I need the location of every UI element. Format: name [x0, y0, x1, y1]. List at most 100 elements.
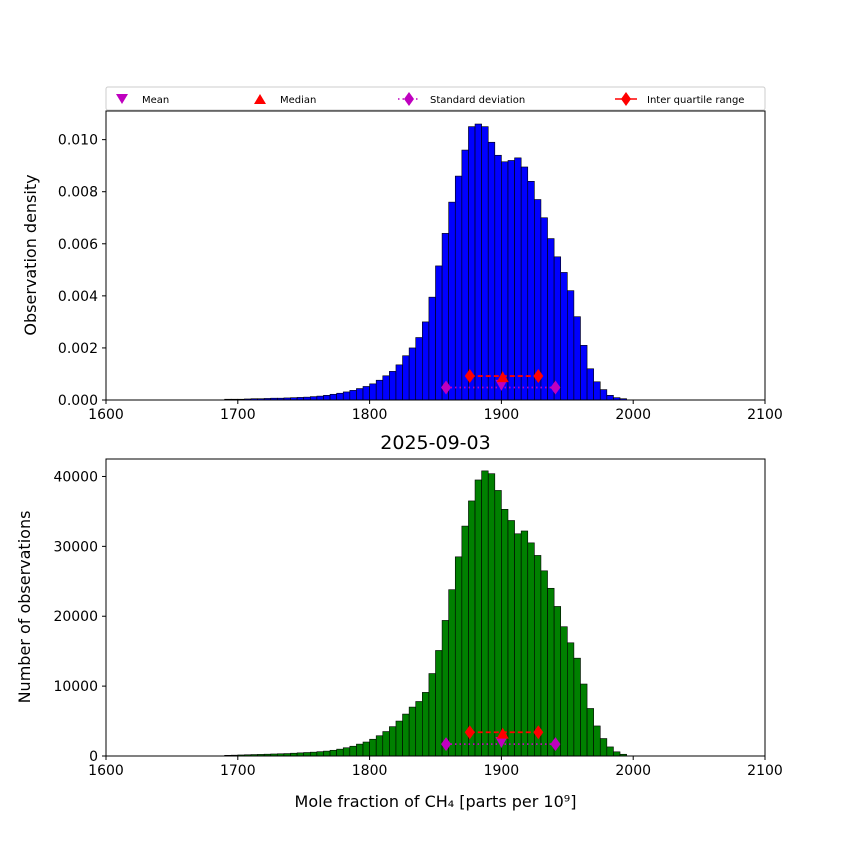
density-y-tick-label: 0.004 — [58, 289, 98, 305]
count-bar — [448, 589, 456, 757]
count-x-ticks: 1600 1700 1800 1900 2000 2100 — [88, 756, 783, 779]
density-bar — [514, 157, 522, 401]
density-bar — [468, 126, 476, 401]
density-x-tick-label: 1600 — [88, 407, 124, 423]
density-bar — [408, 347, 417, 401]
density-bar — [606, 395, 614, 401]
density-bar — [342, 391, 351, 401]
density-bar — [534, 199, 542, 401]
count-y-tick-label: 40000 — [53, 469, 98, 485]
density-std-low-marker — [441, 380, 452, 395]
count-x-tick-label: 1600 — [88, 763, 124, 779]
count-y-tick-label: 0 — [89, 749, 98, 765]
density-bar — [527, 180, 535, 401]
density-bar — [356, 388, 364, 401]
count-bar — [389, 726, 397, 757]
legend-label-iqr: Inter quartile range — [647, 95, 744, 106]
density-median-marker — [496, 371, 509, 383]
median-marker-icon — [254, 94, 266, 104]
density-bar — [415, 337, 423, 401]
density-bar — [454, 175, 463, 401]
count-bar — [309, 751, 318, 757]
density-bar — [369, 383, 377, 401]
count-iqr-high-marker — [533, 725, 544, 740]
count-x-tick-label: 2100 — [747, 763, 783, 779]
density-bar — [389, 371, 397, 401]
density-x-tick-label: 1900 — [484, 407, 520, 423]
density-bar — [593, 381, 601, 401]
mean-marker-icon — [116, 94, 128, 104]
density-y-tick-label: 0.000 — [58, 393, 98, 409]
count-bar — [408, 706, 417, 757]
count-bar — [487, 473, 496, 757]
density-bar — [435, 265, 443, 401]
count-bar — [428, 673, 436, 757]
count-bar — [547, 587, 555, 757]
count-bar — [566, 642, 575, 757]
count-bar — [356, 743, 364, 757]
count-bar — [580, 683, 588, 757]
count-chart-title: 2025-09-03 — [380, 432, 490, 454]
density-bar — [395, 364, 403, 401]
count-bar — [540, 570, 548, 757]
count-iqr-low-marker — [464, 725, 475, 740]
count-bar — [573, 657, 581, 757]
density-bar — [323, 395, 331, 401]
density-bar — [329, 393, 337, 401]
count-bar — [316, 751, 324, 757]
density-x-tick-label: 2000 — [615, 407, 651, 423]
density-x-ticks: 1600 1700 1800 1900 2000 2100 — [88, 400, 783, 423]
density-bar — [586, 368, 594, 401]
count-bar — [336, 748, 344, 757]
count-y-tick-label: 30000 — [53, 539, 98, 555]
count-axes-frame — [105, 458, 766, 757]
density-bar — [428, 296, 436, 401]
count-bar — [494, 490, 502, 757]
density-bar — [501, 161, 509, 401]
density-bar — [481, 126, 489, 401]
count-bar — [501, 509, 509, 757]
density-bar — [375, 379, 384, 401]
count-bar — [323, 750, 331, 757]
legend-label-median: Median — [280, 95, 316, 106]
density-bar — [573, 316, 581, 401]
count-bar — [369, 738, 377, 757]
count-bar — [415, 701, 423, 757]
legend-item-median: Median — [254, 94, 316, 106]
count-y-axis-label: Number of observations — [15, 511, 34, 704]
density-bar — [566, 290, 575, 401]
density-bar — [461, 149, 469, 401]
count-bar — [593, 725, 601, 757]
count-bar — [375, 735, 384, 757]
density-y-tick-label: 0.010 — [58, 133, 98, 149]
count-bar — [599, 738, 608, 757]
density-y-tick-label: 0.008 — [58, 185, 98, 201]
count-mean-marker — [495, 737, 508, 749]
density-bar — [382, 375, 390, 401]
density-iqr-low-marker — [464, 369, 475, 384]
density-bar — [560, 272, 568, 401]
density-x-tick-label: 1700 — [220, 407, 256, 423]
count-bar — [422, 692, 430, 757]
count-bar — [586, 708, 594, 757]
count-x-tick-label: 2000 — [615, 763, 651, 779]
count-bar — [481, 470, 489, 757]
count-bar — [468, 500, 476, 757]
density-bar — [494, 154, 502, 401]
density-bar — [422, 321, 430, 401]
density-bar — [547, 238, 555, 401]
density-bar — [540, 217, 548, 401]
count-bar — [553, 606, 562, 757]
density-y-ticks: 0.000 0.002 0.004 0.006 0.008 0.010 — [58, 133, 106, 409]
density-bar — [362, 386, 370, 401]
count-bar — [402, 713, 410, 757]
count-bar — [507, 520, 515, 757]
density-bar — [553, 256, 562, 401]
density-stats-markers — [441, 369, 561, 395]
count-bar — [382, 731, 390, 757]
density-bar — [487, 141, 496, 401]
density-x-tick-label: 2100 — [747, 407, 783, 423]
count-bar — [395, 720, 403, 757]
count-bar — [514, 533, 522, 757]
